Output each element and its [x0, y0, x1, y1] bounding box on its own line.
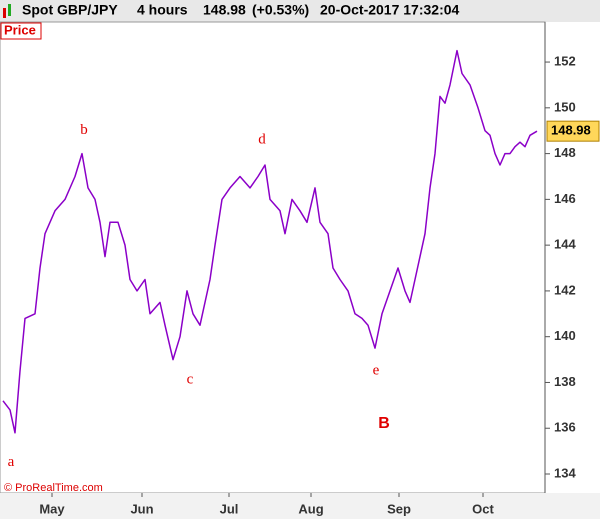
y-tick-label: 144 [554, 237, 576, 252]
panel-label: Price [4, 22, 36, 37]
y-tick-label: 140 [554, 328, 576, 343]
x-tick-label: Sep [387, 501, 411, 516]
price-line [2, 49, 538, 434]
x-axis-bar [0, 493, 600, 519]
annotation: e [373, 362, 380, 378]
annotation: d [258, 131, 266, 147]
candle-icon [3, 4, 11, 18]
x-tick-label: Jul [220, 501, 239, 516]
timeframe: 4 hours [137, 2, 188, 18]
datetime: 20-Oct-2017 17:32:04 [320, 2, 460, 18]
annotation: c [187, 372, 194, 388]
last-price: 148.98 [203, 2, 246, 18]
y-tick-label: 148 [554, 145, 576, 160]
panel-label-box [0, 22, 42, 40]
y-tick-label: 152 [554, 53, 576, 68]
y-tick-label: 142 [554, 282, 576, 297]
y-tick-label: 150 [554, 99, 576, 114]
annotation: a [8, 454, 15, 470]
plot-area [0, 21, 546, 494]
x-tick-label: Oct [472, 501, 494, 516]
y-tick-label: 136 [554, 420, 576, 435]
last-price-marker [546, 120, 600, 142]
annotation: b [80, 122, 88, 138]
last-price-label: 148.98 [551, 123, 591, 138]
change: (+0.53%) [252, 2, 309, 18]
y-tick-label: 134 [554, 465, 576, 480]
annotation: B [378, 415, 390, 432]
x-tick-label: Jun [130, 501, 153, 516]
x-tick-label: Aug [298, 501, 323, 516]
y-tick-label: 138 [554, 374, 576, 389]
copyright: © ProRealTime.com [4, 482, 103, 494]
y-tick-label: 146 [554, 191, 576, 206]
instrument: Spot GBP/JPY [22, 2, 118, 18]
x-tick-label: May [39, 501, 65, 516]
header-bar [0, 0, 600, 22]
